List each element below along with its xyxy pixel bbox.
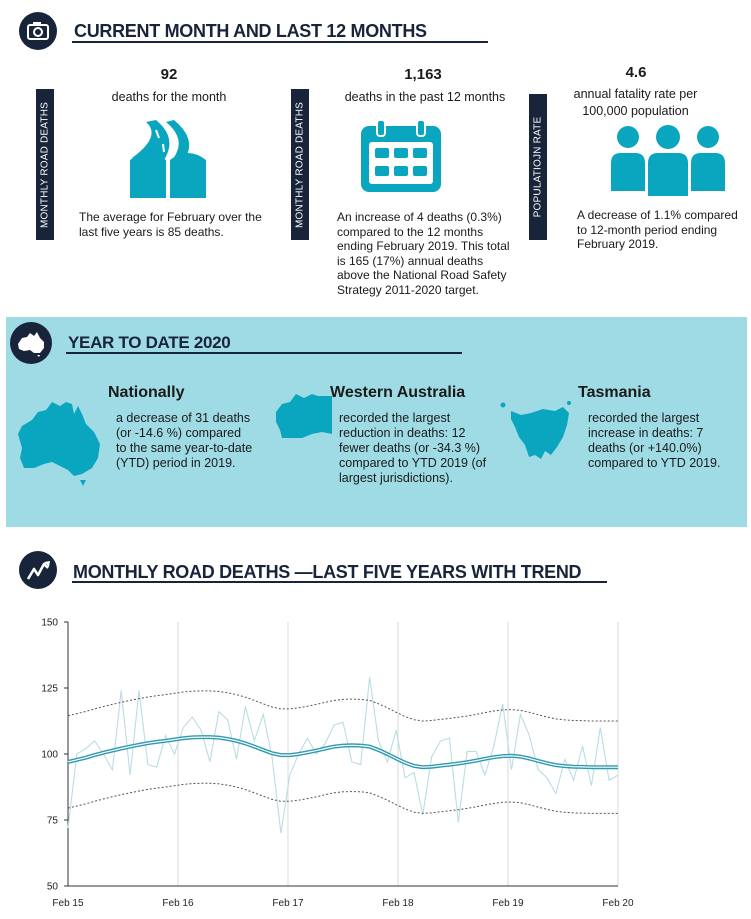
y-tick-label: 150 xyxy=(41,618,58,629)
australia-icon xyxy=(18,332,44,357)
wa-description: recorded the largest reduction in deaths… xyxy=(339,411,487,485)
y-tick-label: 50 xyxy=(47,882,59,893)
stat1-description: The average for February over the last f… xyxy=(79,210,262,239)
people-icon xyxy=(611,125,725,204)
series-upper-band xyxy=(67,690,618,722)
wa-title: Western Australia xyxy=(330,384,466,401)
australia-section-icon xyxy=(10,322,52,364)
x-tick-label: Feb 15 xyxy=(52,898,84,909)
monthly-deaths-chart: Feb 15 Feb 16 Feb 17 Feb 18 Feb 19 Feb 20 50 75… xyxy=(41,618,634,910)
stat3-value: 4.6 xyxy=(625,64,647,81)
stat2-value: 1,163 xyxy=(404,66,442,83)
camera-section-icon xyxy=(19,12,57,50)
x-tick-label: Feb 17 xyxy=(272,898,304,909)
y-tick-label: 125 xyxy=(41,684,58,695)
section2-title: YEAR TO DATE 2020 xyxy=(68,333,231,352)
tas-description: recorded the largest increase in deaths:… xyxy=(588,411,721,470)
tasmania-map-icon xyxy=(499,397,575,466)
trend-chart-icon xyxy=(26,561,50,580)
section3-underline xyxy=(72,581,607,583)
stat3-caption: annual fatality rate per 100,000 populat… xyxy=(573,87,698,118)
tas-title: Tasmania xyxy=(578,384,651,401)
stat2-side-label: MONTHLY ROAD DEATHS xyxy=(291,89,309,240)
series-trend xyxy=(67,735,618,770)
stat1-side-label: MONTHLY ROAD DEATHS xyxy=(36,89,54,240)
section1-title: CURRENT MONTH AND LAST 12 MONTHS xyxy=(74,21,427,41)
western-australia-map-icon xyxy=(272,392,336,445)
series-trend-highlight xyxy=(67,736,618,768)
series-lower-band xyxy=(67,782,618,814)
camera-icon xyxy=(27,22,49,40)
section2-underline xyxy=(66,352,462,354)
australia-map-icon xyxy=(16,398,104,491)
stat3-side-label: POPULATIOJN RATE xyxy=(529,94,547,240)
x-tick-label: Feb 18 xyxy=(382,898,414,909)
x-tick-label: Feb 16 xyxy=(162,898,194,909)
section3-title: MONTHLY ROAD DEATHS —LAST FIVE YEARS WIT… xyxy=(73,562,582,582)
stat2-description: An increase of 4 deaths (0.3%) compared … xyxy=(337,210,510,297)
x-tick-label: Feb 20 xyxy=(602,898,634,909)
nationally-title: Nationally xyxy=(108,384,185,401)
y-tick-label: 75 xyxy=(47,816,59,827)
calendar-icon xyxy=(359,118,443,199)
x-tick-label: Feb 19 xyxy=(492,898,524,909)
stat1-value: 92 xyxy=(160,66,178,83)
stat1-caption: deaths for the month xyxy=(111,90,227,104)
trend-section-icon xyxy=(19,551,57,589)
stat3-description: A decrease of 1.1% compared to 12-month … xyxy=(577,208,738,251)
stat2-caption: deaths in the past 12 months xyxy=(344,90,506,104)
road-icon xyxy=(126,116,210,203)
y-tick-label: 100 xyxy=(41,750,58,761)
series-monthly-deaths xyxy=(67,677,619,834)
nationally-description: a decrease of 31 deaths (or -14.6 %) com… xyxy=(116,411,253,470)
section1-underline xyxy=(72,41,488,43)
